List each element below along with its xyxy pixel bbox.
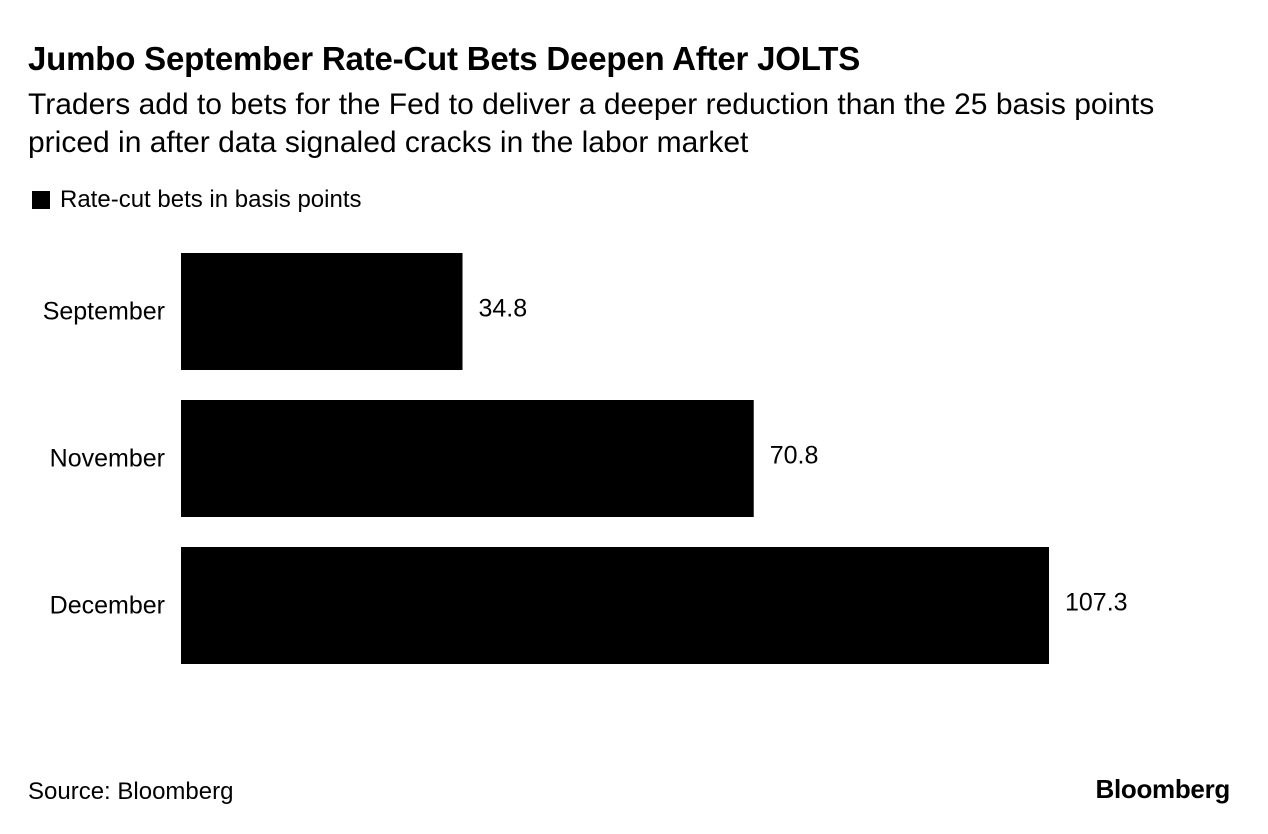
legend-swatch bbox=[32, 191, 50, 209]
legend: Rate-cut bets in basis points bbox=[32, 186, 362, 214]
chart-title: Jumbo September Rate-Cut Bets Deepen Aft… bbox=[28, 40, 861, 77]
bar-december bbox=[181, 547, 1049, 664]
bar-september bbox=[181, 253, 463, 370]
category-label-november: November bbox=[50, 445, 165, 473]
category-label-september: September bbox=[43, 298, 165, 326]
value-label-december: 107.3 bbox=[1065, 589, 1128, 617]
value-label-november: 70.8 bbox=[770, 442, 819, 470]
category-label-december: December bbox=[50, 592, 165, 620]
value-label-september: 34.8 bbox=[479, 295, 528, 323]
source-note: Source: Bloomberg bbox=[28, 778, 234, 805]
legend-label: Rate-cut bets in basis points bbox=[60, 186, 362, 213]
bloomberg-logo: Bloomberg bbox=[1095, 774, 1230, 804]
bar-chart: September 34.8 November 70.8 December 107.3 bbox=[43, 253, 1128, 664]
chart-subtitle: Traders add to bets for the Fed to deliv… bbox=[28, 88, 1155, 159]
bar-november bbox=[181, 400, 754, 517]
